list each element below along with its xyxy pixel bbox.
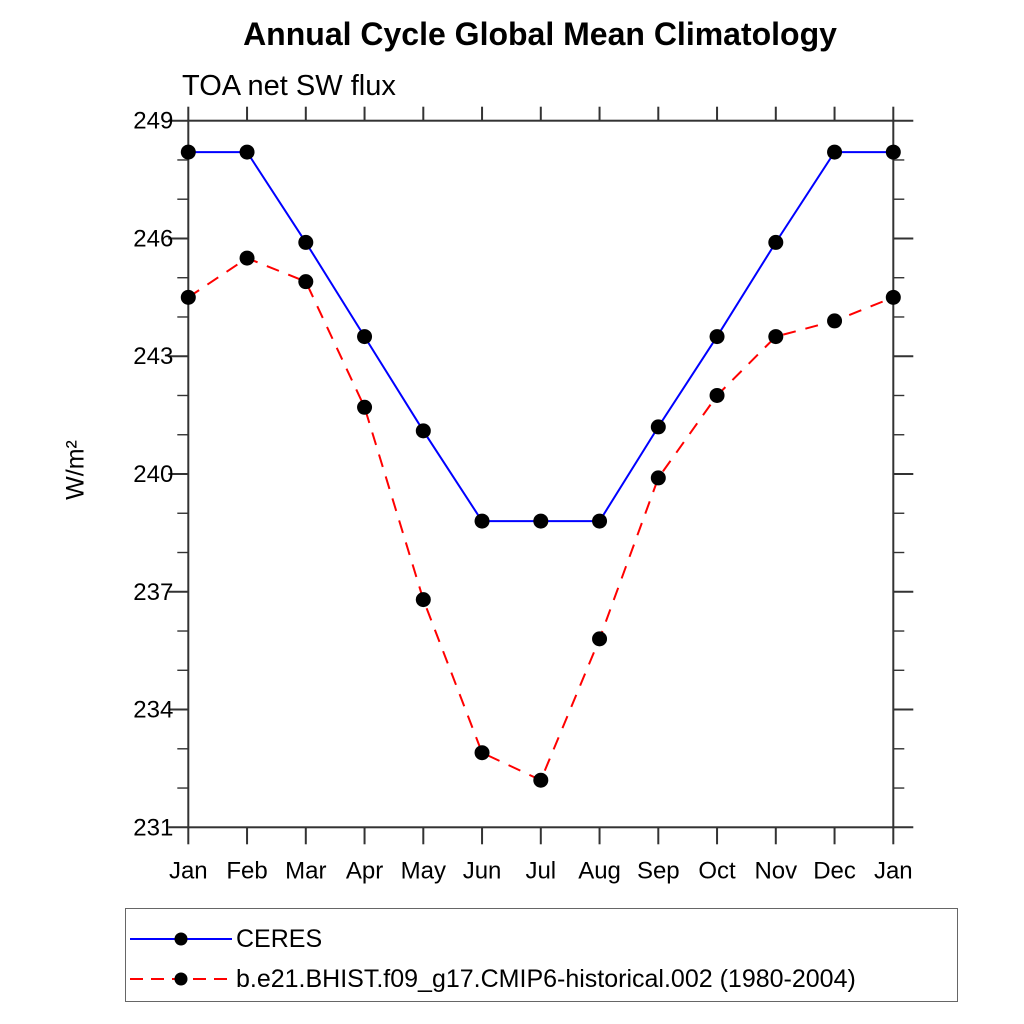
y-tick-label: 243 (133, 343, 173, 370)
chart-legend: CERES b.e21.BHIST.f09_g17.CMIP6-historic… (125, 908, 958, 1002)
data-point-marker (533, 772, 549, 788)
chart-title: Annual Cycle Global Mean Climatology (243, 16, 837, 52)
y-tick-label: 246 (133, 225, 173, 252)
data-point-marker (239, 250, 255, 266)
data-point-marker (474, 513, 490, 529)
legend-label-model: b.e21.BHIST.f09_g17.CMIP6-historical.002… (236, 964, 856, 993)
legend-sample-marker (174, 932, 188, 946)
data-point-marker (239, 144, 255, 160)
data-point-marker (768, 329, 784, 345)
data-point-marker (709, 329, 725, 345)
ceres-line (188, 151, 894, 523)
data-point-marker (180, 144, 196, 160)
data-point-marker (650, 419, 666, 435)
data-point-marker (709, 387, 725, 403)
data-point-marker (592, 631, 608, 647)
axis-frame (187, 119, 895, 829)
legend-line-sample-model (130, 972, 232, 986)
x-tick-label: Oct (698, 857, 736, 884)
data-point-marker (768, 234, 784, 250)
x-tick-label: Dec (813, 857, 856, 884)
legend-item-model: b.e21.BHIST.f09_g17.CMIP6-historical.002… (129, 959, 957, 999)
x-tick-label: May (401, 857, 446, 884)
data-point-marker (827, 144, 843, 160)
x-tick-label: Nov (754, 857, 797, 884)
data-point-marker (357, 399, 373, 415)
y-tick-label: 237 (133, 579, 173, 606)
x-tick-label: Jan (874, 857, 913, 884)
data-point-marker (298, 274, 314, 290)
y-tick-label: 249 (133, 108, 173, 135)
y-tick-label: 231 (133, 814, 173, 841)
data-point-marker (298, 234, 314, 250)
data-point-marker (180, 289, 196, 305)
data-point-marker (533, 513, 549, 529)
data-point-marker (885, 289, 901, 305)
legend-line-sample-ceres (130, 932, 232, 946)
x-tick-label: Sep (637, 857, 680, 884)
x-tick-label: Jun (463, 857, 502, 884)
x-tick-label: Feb (226, 857, 267, 884)
y-tick-label: 234 (133, 697, 173, 724)
data-point-marker (415, 592, 431, 608)
x-tick-label: Jan (169, 857, 208, 884)
legend-label-ceres: CERES (236, 924, 323, 953)
data-point-marker (885, 144, 901, 160)
x-tick-label: Mar (285, 857, 326, 884)
data-point-marker (474, 745, 490, 761)
data-point-marker (650, 470, 666, 486)
x-tick-label: Jul (525, 857, 556, 884)
chart-subtitle: TOA net SW flux (182, 70, 396, 102)
data-point-marker (415, 423, 431, 439)
data-point-marker (592, 513, 608, 529)
legend-sample-marker (174, 972, 188, 986)
data-point-marker (357, 329, 373, 345)
y-tick-label: 240 (133, 461, 173, 488)
x-tick-label: Apr (346, 857, 383, 884)
data-point-marker (827, 313, 843, 329)
legend-item-ceres: CERES (129, 919, 957, 959)
x-tick-label: Aug (578, 857, 621, 884)
